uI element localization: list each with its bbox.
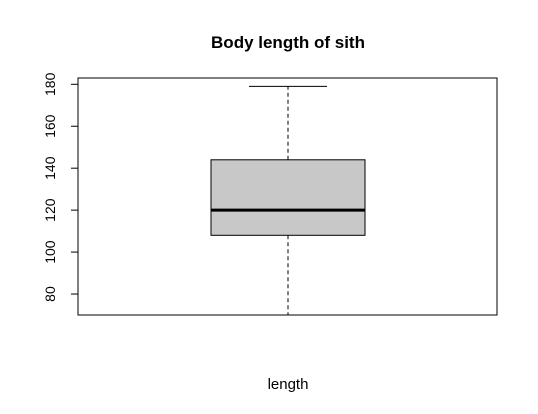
y-tick-label: 80 [42,286,58,302]
y-tick-label: 140 [42,156,58,180]
y-tick-label: 100 [42,240,58,264]
y-tick-label: 180 [42,72,58,96]
x-axis-label: length [268,376,309,393]
iqr-box [210,159,366,236]
chart-title: Body length of sith [211,33,365,52]
box-group [210,85,366,316]
y-tick-label: 120 [42,198,58,222]
y-tick-label: 160 [42,114,58,138]
y-axis: 80 100 120 140 160 180 [42,72,79,302]
